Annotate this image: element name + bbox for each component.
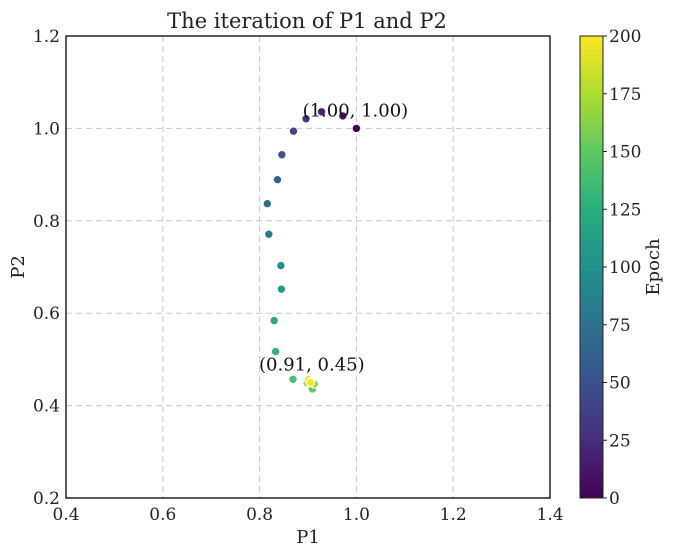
x-axis-label: P1 <box>296 527 320 548</box>
y-tick-label: 0.4 <box>33 397 60 417</box>
colorbar-tick-label: 25 <box>609 431 631 451</box>
x-tick-label: 0.6 <box>149 505 176 525</box>
data-points <box>262 107 362 394</box>
data-point <box>301 113 311 124</box>
x-tick-label: 0.4 <box>52 505 79 525</box>
data-point <box>270 346 281 357</box>
data-point <box>277 150 287 160</box>
data-point <box>288 374 298 384</box>
y-tick-label: 0.6 <box>33 304 60 324</box>
colorbar: 0 25 50 75 100 125 150 175 200 Epoch <box>579 27 664 509</box>
colorbar-gradient <box>579 35 604 499</box>
plot-frame <box>65 35 551 499</box>
x-tick-label: 1.0 <box>343 505 370 525</box>
colorbar-tick-label: 100 <box>609 258 641 278</box>
colorbar-tick-label: 175 <box>609 85 641 105</box>
y-axis-label: P2 <box>8 255 29 279</box>
colorbar-tick-label: 75 <box>609 316 631 336</box>
data-point <box>288 126 299 136</box>
x-tick-label: 0.8 <box>246 505 273 525</box>
data-point <box>269 315 279 326</box>
data-point <box>351 123 362 134</box>
data-point <box>264 229 274 239</box>
grid-lines <box>66 36 550 498</box>
y-tick-label: 0.8 <box>33 212 60 232</box>
colorbar-tick-label: 50 <box>609 374 631 394</box>
colorbar-label: Epoch <box>643 238 664 296</box>
y-tick-labels: 0.2 0.4 0.6 0.8 1.0 1.2 <box>33 27 60 509</box>
colorbar-tick-label: 0 <box>609 489 620 509</box>
y-tick-label: 1.2 <box>33 27 60 47</box>
colorbar-tick-labels: 0 25 50 75 100 125 150 175 200 <box>603 27 641 509</box>
colorbar-tick-label: 200 <box>609 27 641 47</box>
x-tick-label: 1.2 <box>440 505 467 525</box>
x-tick-labels: 0.4 0.6 0.8 1.0 1.2 1.4 <box>52 505 563 525</box>
data-point <box>338 111 348 121</box>
chart-title: The iteration of P1 and P2 <box>167 9 447 33</box>
colorbar-tick-label: 125 <box>609 200 641 220</box>
annotations: (1.00, 1.00) (0.91, 0.45) <box>259 100 408 375</box>
data-point <box>276 284 287 294</box>
data-point <box>262 199 273 209</box>
point-annotation: (1.00, 1.00) <box>303 100 409 121</box>
x-tick-label: 1.4 <box>536 505 563 525</box>
data-point <box>272 174 283 185</box>
y-tick-label: 0.2 <box>33 489 60 509</box>
y-tick-label: 1.0 <box>33 119 60 139</box>
colorbar-tick-label: 150 <box>609 143 641 163</box>
point-annotation: (0.91, 0.45) <box>259 355 365 376</box>
data-point <box>305 377 316 388</box>
data-point <box>276 260 286 271</box>
data-point <box>316 107 327 117</box>
